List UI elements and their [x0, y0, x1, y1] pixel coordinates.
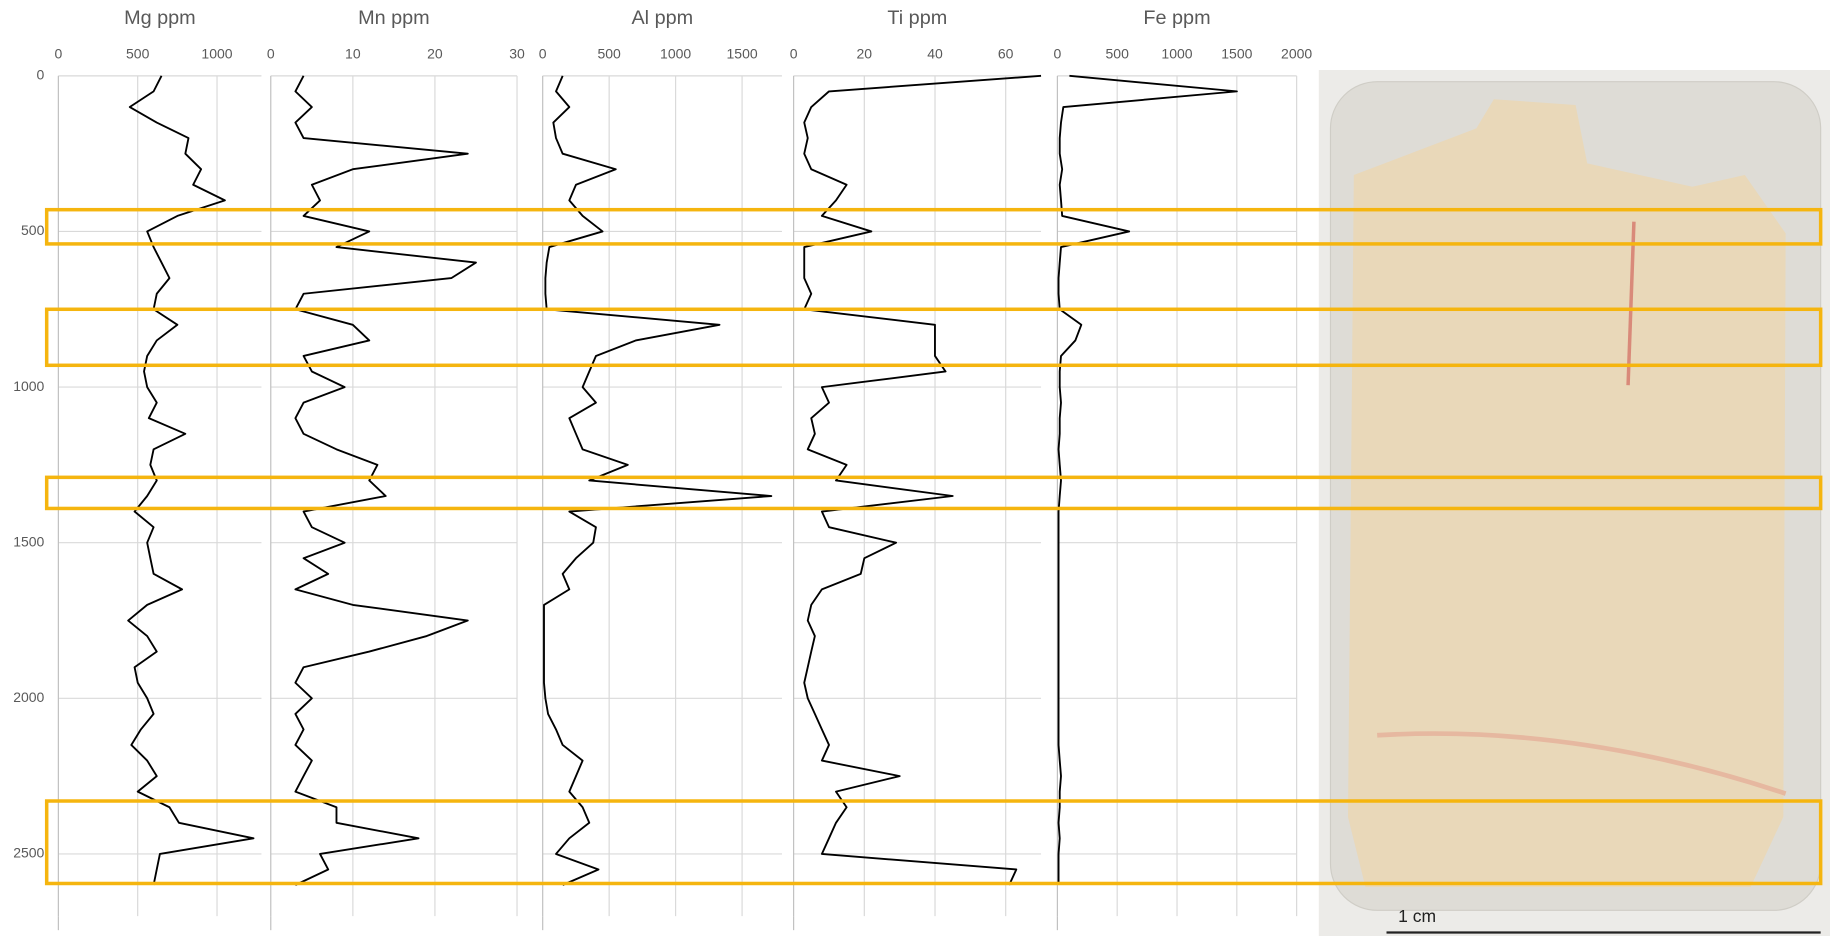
x-tick-label: 1500 [1221, 46, 1252, 62]
x-tick-label: 20 [857, 46, 873, 62]
chart: 1 cm 05001000150020002500Mg ppm05001000M… [0, 0, 1830, 936]
panel-title: Ti ppm [887, 7, 947, 29]
x-tick-label: 10 [345, 46, 361, 62]
y-tick-label: 2500 [13, 845, 44, 861]
panel-title: Mn ppm [358, 7, 430, 29]
y-tick-label: 0 [37, 67, 45, 83]
x-tick-label: 1000 [201, 46, 232, 62]
data-line [544, 76, 771, 885]
x-tick-label: 500 [597, 46, 621, 62]
y-tick-label: 500 [21, 222, 45, 238]
y-tick-label: 1000 [13, 378, 44, 394]
x-tick-label: 30 [509, 46, 525, 62]
x-tick-label: 0 [790, 46, 798, 62]
x-tick-label: 0 [539, 46, 547, 62]
data-line [1059, 76, 1237, 885]
data-line [295, 76, 476, 885]
data-line [128, 76, 253, 885]
x-tick-label: 500 [126, 46, 150, 62]
x-tick-label: 500 [1106, 46, 1130, 62]
x-tick-label: 1500 [726, 46, 757, 62]
x-tick-label: 2000 [1281, 46, 1312, 62]
x-tick-label: 0 [54, 46, 62, 62]
sample-photo: 1 cm [1319, 70, 1830, 936]
x-tick-label: 0 [267, 46, 275, 62]
x-tick-label: 1000 [660, 46, 691, 62]
x-tick-label: 40 [927, 46, 943, 62]
panel-title: Fe ppm [1143, 7, 1210, 29]
y-tick-label: 1500 [13, 533, 44, 549]
x-tick-label: 60 [998, 46, 1014, 62]
x-tick-label: 1000 [1161, 46, 1192, 62]
y-tick-label: 2000 [13, 689, 44, 705]
panel-title: Al ppm [631, 7, 693, 29]
sample [1348, 99, 1786, 887]
scale-label: 1 cm [1398, 906, 1436, 926]
x-tick-label: 0 [1053, 46, 1061, 62]
panel-title: Mg ppm [124, 7, 196, 29]
x-tick-label: 20 [427, 46, 443, 62]
